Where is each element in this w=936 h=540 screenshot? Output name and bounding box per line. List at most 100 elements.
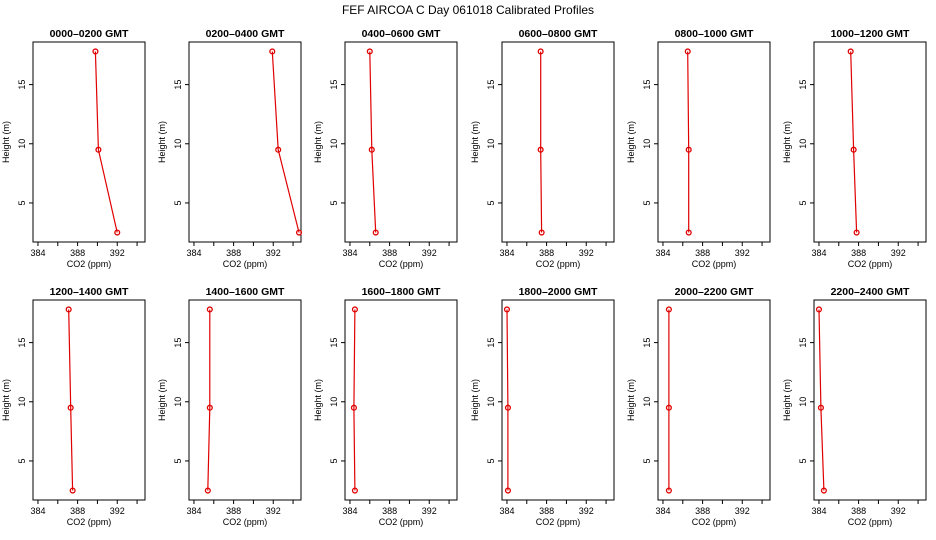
data-point xyxy=(206,306,213,313)
y-tick-label: 5 xyxy=(486,200,496,205)
x-axis-label: CO2 (ppm) xyxy=(223,259,268,269)
plot-frame xyxy=(344,299,458,501)
data-point xyxy=(665,487,672,494)
y-tick-label: 10 xyxy=(642,139,652,149)
y-tick-label: 5 xyxy=(798,200,808,205)
panel-title: 0200–0400 GMT xyxy=(206,28,285,40)
data-point xyxy=(684,48,691,55)
x-axis-label: CO2 (ppm) xyxy=(848,259,893,269)
y-tick-label: 15 xyxy=(798,80,808,90)
profile-line xyxy=(540,51,543,233)
y-tick-label: 5 xyxy=(642,458,652,463)
y-tick-label: 5 xyxy=(798,458,808,463)
x-tick-label: 384 xyxy=(811,506,826,516)
x-axis-label: CO2 (ppm) xyxy=(67,517,112,527)
x-axis-label: CO2 (ppm) xyxy=(848,517,893,527)
y-tick-label: 15 xyxy=(329,338,339,348)
data-point xyxy=(372,229,379,236)
y-tick-label: 10 xyxy=(642,397,652,407)
panel-title: 0600–0800 GMT xyxy=(519,28,598,40)
y-tick-label: 5 xyxy=(642,200,652,205)
y-axis-label: Height (m) xyxy=(1,121,11,163)
profile-line xyxy=(850,51,858,233)
data-point xyxy=(850,146,857,153)
y-tick-label: 15 xyxy=(642,338,652,348)
y-axis-label: Height (m) xyxy=(157,379,167,421)
plot-frame xyxy=(501,41,615,243)
profile-line xyxy=(207,309,211,491)
x-tick-label: 392 xyxy=(891,506,906,516)
data-point xyxy=(817,404,824,411)
y-axis-label: Height (m) xyxy=(782,379,792,421)
x-tick-label: 392 xyxy=(110,506,125,516)
x-tick-label: 388 xyxy=(70,506,85,516)
x-tick-label: 384 xyxy=(811,248,826,258)
x-tick-label: 392 xyxy=(579,506,594,516)
x-tick-label: 384 xyxy=(655,506,670,516)
x-tick-label: 384 xyxy=(186,506,201,516)
x-axis-label: CO2 (ppm) xyxy=(67,259,112,269)
y-tick-label: 5 xyxy=(173,200,183,205)
y-axis-label: Height (m) xyxy=(626,379,636,421)
x-tick-label: 388 xyxy=(382,248,397,258)
plot-frame xyxy=(501,299,615,501)
x-tick-label: 388 xyxy=(382,506,397,516)
y-axis-label: Height (m) xyxy=(470,379,480,421)
x-tick-label: 388 xyxy=(695,248,710,258)
data-point xyxy=(685,146,692,153)
data-point xyxy=(275,146,282,153)
y-tick-label: 10 xyxy=(486,139,496,149)
y-tick-label: 5 xyxy=(17,200,27,205)
y-axis-label: Height (m) xyxy=(782,121,792,163)
x-tick-label: 392 xyxy=(735,506,750,516)
data-point xyxy=(351,487,358,494)
data-point xyxy=(95,146,102,153)
x-tick-label: 392 xyxy=(266,506,281,516)
x-tick-label: 392 xyxy=(422,506,437,516)
y-tick-label: 15 xyxy=(486,80,496,90)
x-tick-label: 392 xyxy=(735,248,750,258)
x-axis-label: CO2 (ppm) xyxy=(536,517,581,527)
x-tick-label: 392 xyxy=(266,248,281,258)
data-point xyxy=(538,229,545,236)
y-tick-label: 5 xyxy=(329,200,339,205)
y-tick-label: 15 xyxy=(17,338,27,348)
data-point xyxy=(537,48,544,55)
plot-frame xyxy=(344,41,458,243)
plot-frame xyxy=(32,41,146,243)
data-point xyxy=(665,404,672,411)
data-point xyxy=(820,487,827,494)
profile-line xyxy=(271,51,300,233)
y-axis-label: Height (m) xyxy=(313,121,323,163)
profile-line xyxy=(687,51,690,233)
data-point xyxy=(537,146,544,153)
data-point xyxy=(685,229,692,236)
y-tick-label: 10 xyxy=(17,139,27,149)
y-tick-label: 15 xyxy=(329,80,339,90)
x-axis-label: CO2 (ppm) xyxy=(692,259,737,269)
x-tick-label: 384 xyxy=(342,248,357,258)
x-tick-label: 392 xyxy=(110,248,125,258)
x-axis-label: CO2 (ppm) xyxy=(692,517,737,527)
x-tick-label: 392 xyxy=(422,248,437,258)
profile-line xyxy=(818,309,825,491)
data-point xyxy=(295,229,303,236)
plot-frame xyxy=(657,41,771,243)
data-point xyxy=(92,48,99,55)
x-tick-label: 388 xyxy=(851,506,866,516)
panel-title: 0800–1000 GMT xyxy=(675,28,754,40)
panel-title: 1400–1600 GMT xyxy=(206,286,285,298)
data-point xyxy=(65,306,72,313)
panel-title: 1000–1200 GMT xyxy=(831,28,910,40)
y-tick-label: 10 xyxy=(486,397,496,407)
data-point xyxy=(204,487,211,494)
x-tick-label: 392 xyxy=(891,248,906,258)
y-tick-label: 15 xyxy=(173,338,183,348)
